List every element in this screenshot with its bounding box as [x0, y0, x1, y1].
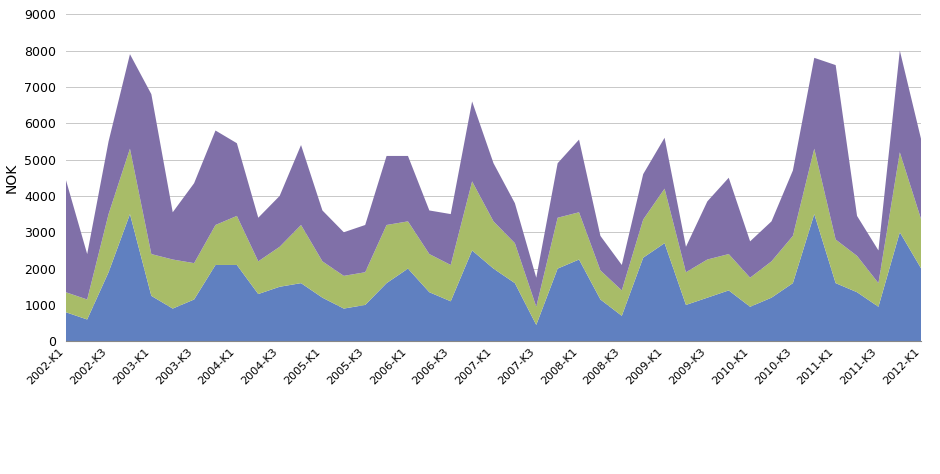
Y-axis label: NOK: NOK: [5, 163, 19, 193]
